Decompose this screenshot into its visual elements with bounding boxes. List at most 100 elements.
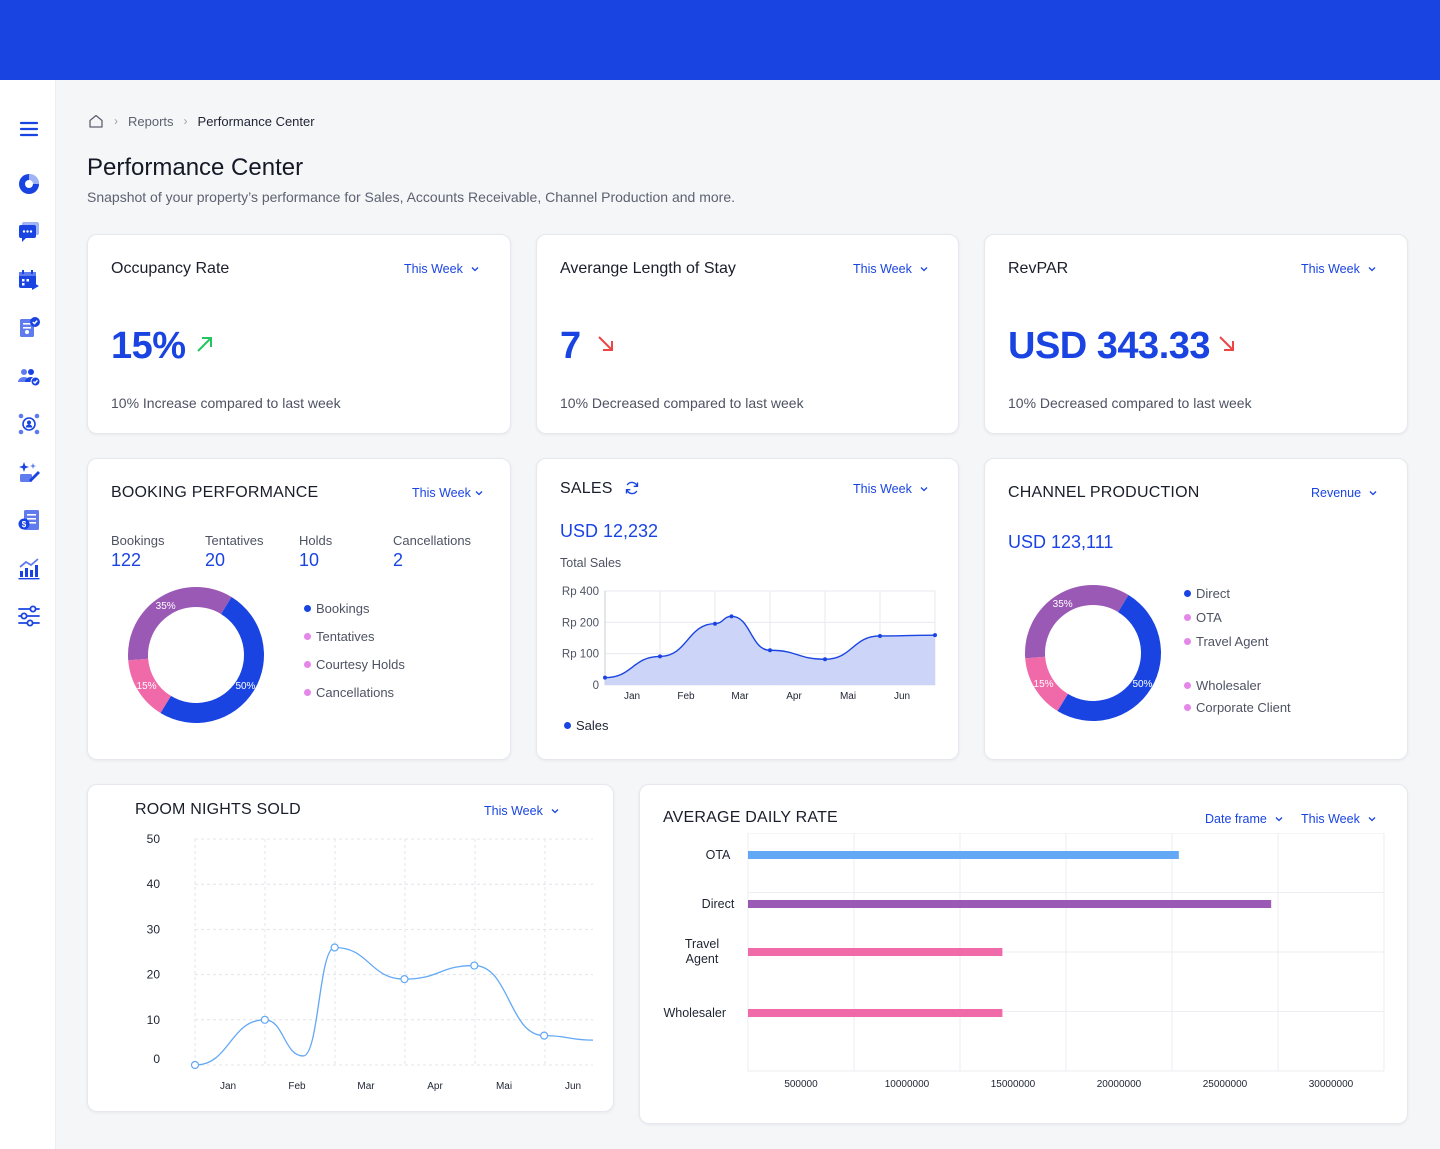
booking-performance-card: BOOKING PERFORMANCE This Week Bookings 1… bbox=[87, 458, 511, 760]
network-user-icon[interactable] bbox=[16, 411, 42, 437]
legend-item: OTA bbox=[1184, 610, 1222, 625]
sparkle-tools-icon[interactable] bbox=[16, 459, 42, 485]
y-tick-label: 30 bbox=[147, 922, 161, 936]
legend-dot bbox=[1184, 590, 1191, 597]
x-tick-label: 30000000 bbox=[1309, 1079, 1354, 1090]
kpi-value: 15% bbox=[111, 325, 186, 367]
chevron-down-icon bbox=[475, 491, 483, 496]
room-nights-data-point bbox=[470, 961, 479, 970]
kpi-note: 10% Decreased compared to last week bbox=[1008, 395, 1252, 411]
kpi-value: 7 bbox=[560, 325, 581, 367]
sales-data-point bbox=[878, 633, 882, 638]
analytics-chart-icon[interactable] bbox=[16, 555, 42, 581]
period-dropdown[interactable]: This Week bbox=[484, 804, 560, 818]
legend-item: Travel Agent bbox=[1184, 634, 1269, 649]
legend-item: Wholesaler bbox=[1184, 678, 1261, 693]
chat-icon[interactable] bbox=[16, 219, 42, 245]
legend-label: Direct bbox=[1196, 586, 1230, 601]
stat-value: 122 bbox=[111, 550, 142, 570]
breadcrumb: › Reports › Performance Center bbox=[88, 113, 315, 129]
legend-label: Sales bbox=[576, 718, 609, 733]
legend-item: Bookings bbox=[304, 601, 369, 616]
sales-data-point bbox=[823, 657, 827, 662]
y-tick-label: 20 bbox=[147, 968, 161, 982]
menu-icon[interactable] bbox=[16, 116, 42, 142]
calendar-icon[interactable] bbox=[16, 267, 42, 293]
chevron-down-icon bbox=[1368, 267, 1376, 272]
booking-legend: Bookings Tentatives Courtesy Holds Cance… bbox=[304, 601, 484, 711]
x-tick-label: Mar bbox=[357, 1081, 375, 1092]
channel-amount: USD 123,111 bbox=[1008, 532, 1114, 552]
booking-donut-chart: 35% 50% 15% bbox=[128, 587, 264, 723]
donut-slice-label: 50% bbox=[1132, 679, 1152, 690]
channel-donut-chart: 35% 50% 15% bbox=[1025, 585, 1161, 721]
stat-value: 20 bbox=[205, 550, 226, 570]
period-dropdown[interactable]: This Week bbox=[1301, 262, 1377, 276]
dropdown-label: Date frame bbox=[1205, 812, 1267, 826]
donut-slice bbox=[128, 658, 171, 713]
arrow-down-right-icon bbox=[1219, 336, 1234, 351]
sidebar: $ bbox=[0, 80, 56, 1149]
x-tick-label: Mai bbox=[496, 1081, 512, 1092]
kpi-title: Occupancy Rate bbox=[111, 260, 230, 277]
legend-label: Tentatives bbox=[316, 629, 375, 644]
y-category-label: Agent bbox=[686, 952, 719, 966]
metric-dropdown[interactable]: Revenue bbox=[1311, 486, 1378, 500]
legend-label: Corporate Client bbox=[1196, 700, 1291, 715]
period-dropdown[interactable]: This Week bbox=[853, 262, 929, 276]
channel-production-card: CHANNEL PRODUCTION Revenue USD 123,111 3… bbox=[984, 458, 1408, 760]
period-dropdown[interactable]: This Week bbox=[412, 486, 484, 500]
arrow-down-right-icon bbox=[598, 336, 613, 351]
dashboard-pie-icon[interactable] bbox=[16, 171, 42, 197]
chevron-down-icon bbox=[1275, 817, 1283, 822]
kpi-card-occupancy: Occupancy Rate This Week 15% 10% Increas… bbox=[87, 234, 511, 434]
period-dropdown[interactable]: This Week bbox=[1301, 812, 1377, 826]
room-nights-data-point bbox=[330, 943, 339, 952]
room-nights-card: ROOM NIGHTS SOLD This Week 0 10 20 30 40 50 Ja… bbox=[87, 784, 614, 1112]
donut-slice-label: 35% bbox=[156, 601, 176, 612]
period-dropdown[interactable]: This Week bbox=[404, 262, 480, 276]
legend-label: Travel Agent bbox=[1196, 634, 1269, 649]
card-title: CHANNEL PRODUCTION bbox=[1008, 484, 1200, 501]
breadcrumb-reports-link[interactable]: Reports bbox=[128, 113, 174, 129]
room-nights-data-point bbox=[400, 975, 409, 984]
sales-series-line bbox=[604, 615, 936, 679]
room-nights-line-chart: 0 10 20 30 40 50 Jan Feb Mar Apr Mai Jun bbox=[147, 832, 594, 1092]
stat-value: 10 bbox=[299, 550, 320, 570]
settings-sliders-icon[interactable] bbox=[16, 603, 42, 629]
dropdown-label: This Week bbox=[1301, 812, 1360, 826]
dropdown-label: This Week bbox=[853, 482, 912, 496]
legend-item: Direct bbox=[1184, 586, 1230, 601]
stat-label: Tentatives bbox=[205, 533, 264, 548]
adr-bar bbox=[748, 948, 1003, 956]
x-tick-label: 20000000 bbox=[1097, 1079, 1142, 1090]
donut-slice-label: 50% bbox=[235, 681, 255, 692]
y-tick-label: 50 bbox=[147, 832, 161, 846]
report-check-icon[interactable] bbox=[16, 315, 42, 341]
date-frame-dropdown[interactable]: Date frame bbox=[1205, 812, 1284, 826]
sales-data-point bbox=[603, 675, 607, 680]
dropdown-label: Revenue bbox=[1311, 486, 1362, 500]
room-nights-data-point bbox=[190, 1060, 200, 1070]
legend-item: Cancellations bbox=[304, 685, 394, 700]
users-check-icon[interactable] bbox=[16, 363, 42, 389]
chevron-down-icon bbox=[1368, 817, 1376, 822]
refresh-icon[interactable] bbox=[624, 480, 640, 496]
dropdown-label: This Week bbox=[412, 486, 471, 500]
top-header-bar bbox=[0, 0, 1440, 80]
home-icon[interactable] bbox=[88, 113, 104, 129]
stat-label: Bookings bbox=[111, 533, 165, 548]
kpi-title: RevPAR bbox=[1008, 260, 1069, 277]
sales-amount: USD 12,232 bbox=[560, 521, 659, 541]
x-tick-label: Mai bbox=[840, 691, 856, 702]
kpi-note: 10% Decreased compared to last week bbox=[560, 395, 804, 411]
invoice-dollar-icon[interactable]: $ bbox=[16, 507, 42, 533]
period-dropdown[interactable]: This Week bbox=[853, 482, 929, 496]
legend-dot bbox=[1184, 638, 1191, 645]
sales-data-point bbox=[933, 633, 937, 638]
legend-label: Cancellations bbox=[316, 685, 395, 700]
chevron-down-icon bbox=[920, 487, 928, 492]
page-title: Performance Center bbox=[87, 154, 304, 181]
breadcrumb-separator-icon: › bbox=[114, 114, 118, 128]
chevron-down-icon bbox=[920, 267, 928, 272]
